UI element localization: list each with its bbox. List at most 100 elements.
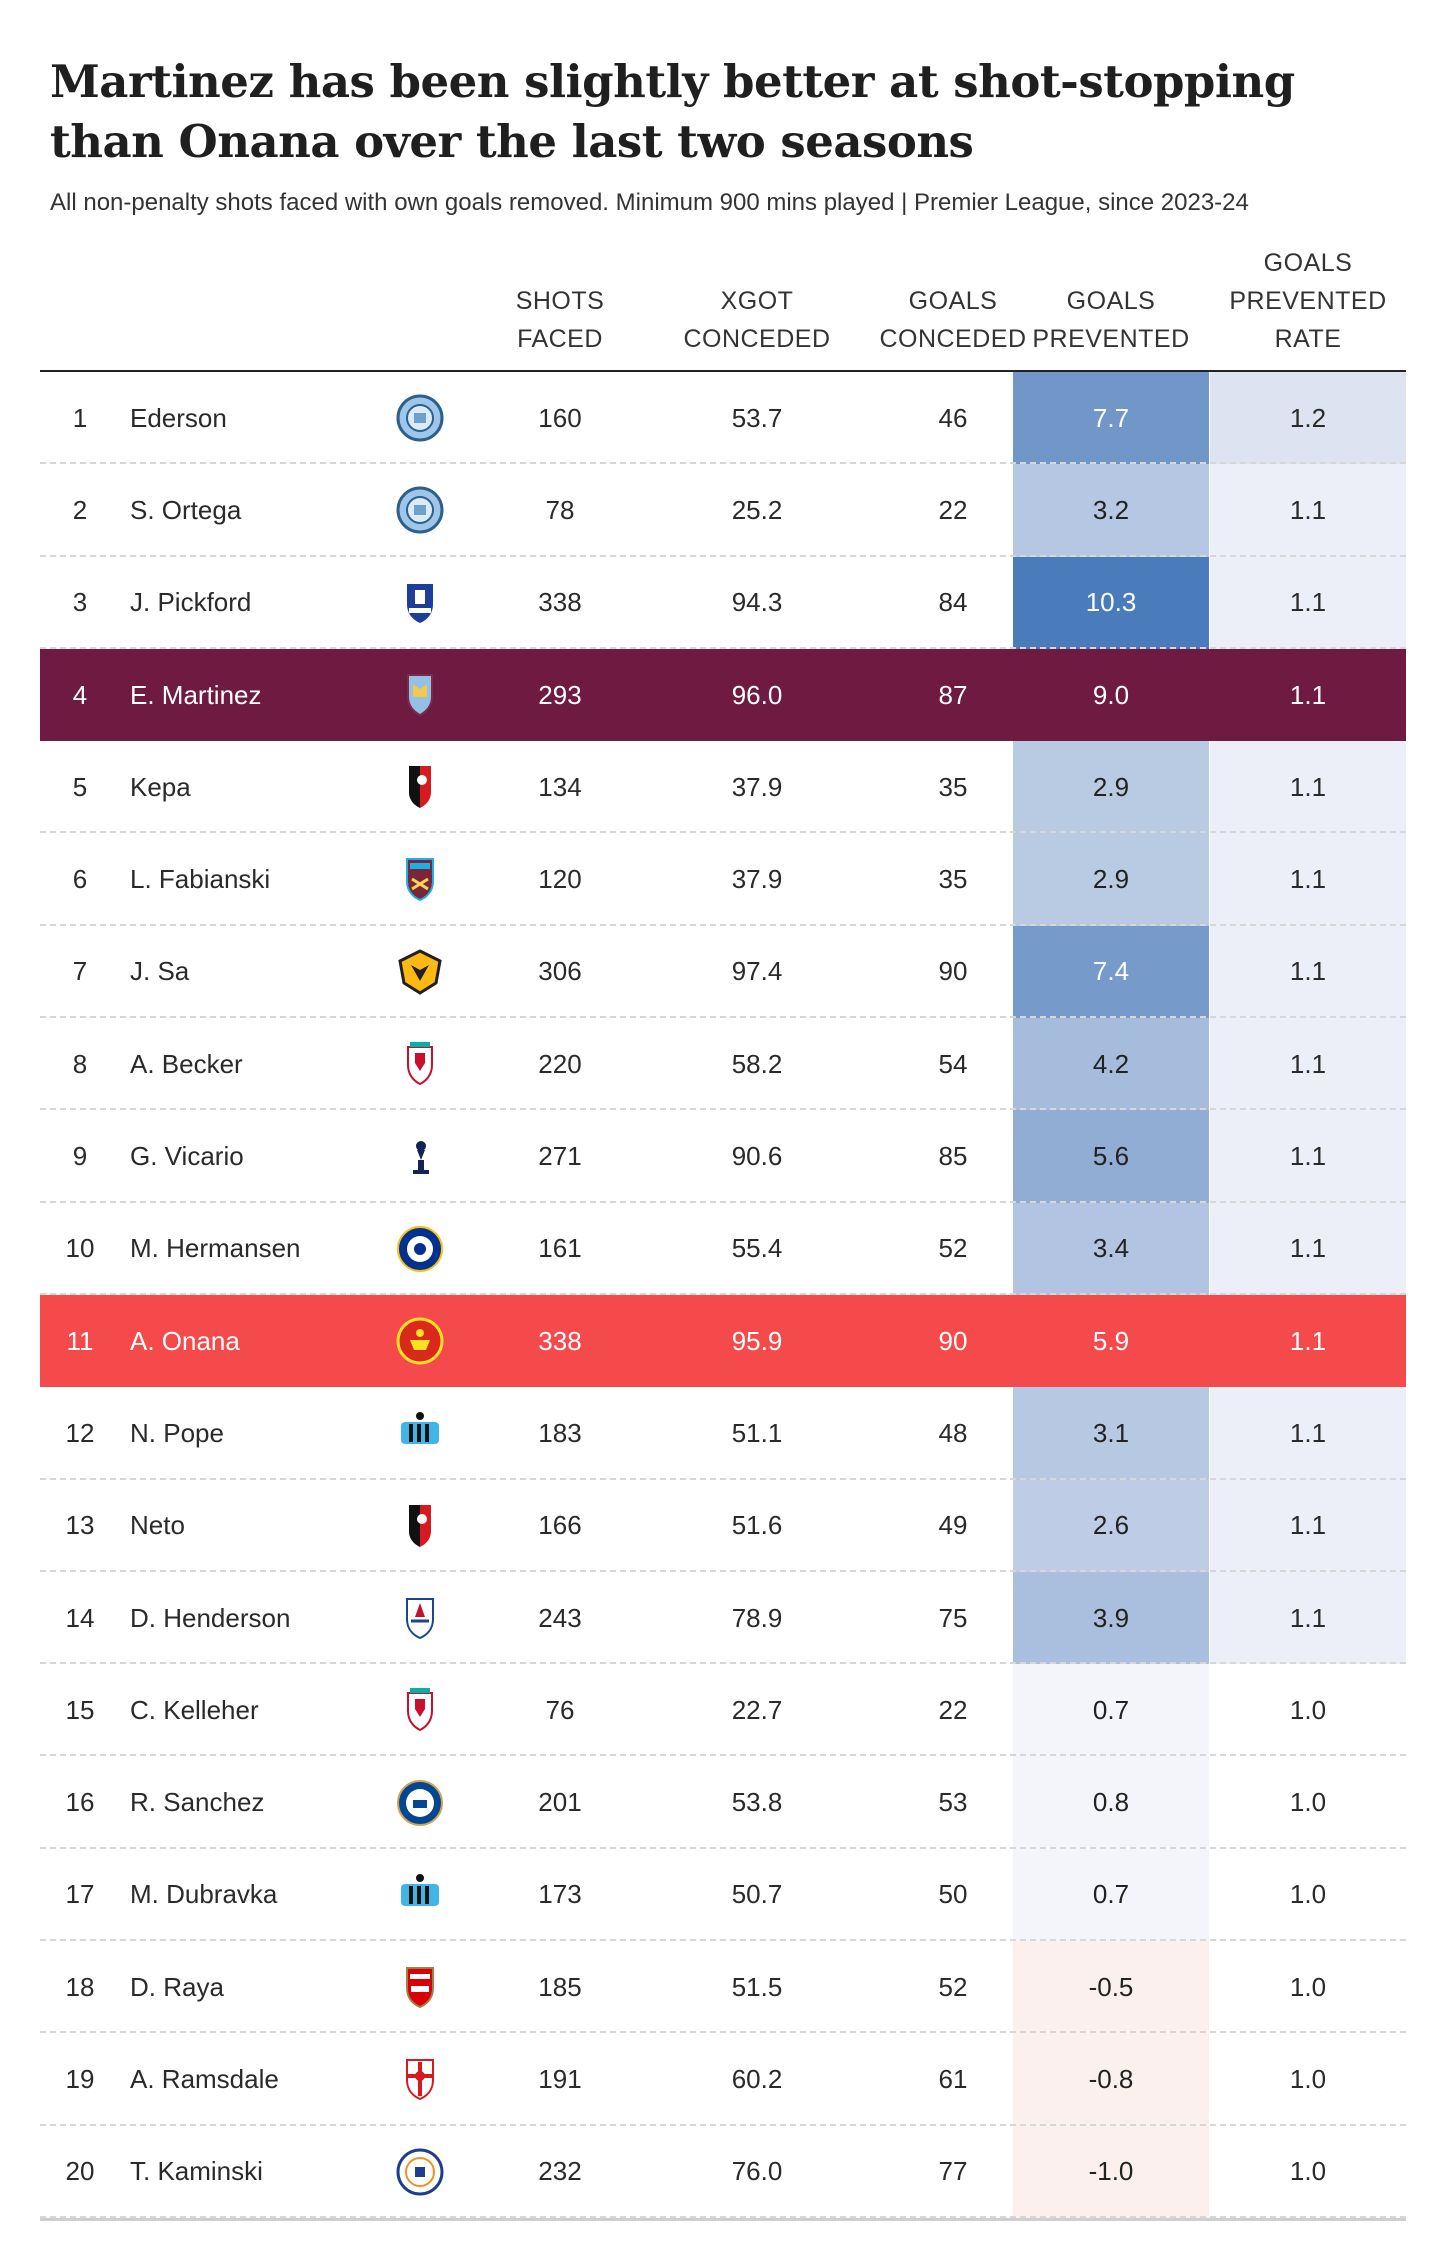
aston-villa-badge-icon xyxy=(407,674,433,717)
header-xgot-conceded: XGOT CONCEDED xyxy=(683,287,831,353)
goals-conceded-cell: 50 xyxy=(938,1879,968,1910)
xgot-conceded-cell: 53.8 xyxy=(731,1787,783,1818)
rank-cell: 6 xyxy=(72,864,88,895)
goals-conceded-cell: 48 xyxy=(938,1417,968,1448)
goals-conceded-cell: 22 xyxy=(938,1694,968,1725)
table-body: 1 Ederson 160 53.7 46 7.7 1.2 2 S. Ortega 78 25.2 2… xyxy=(40,372,1406,2218)
row-divider xyxy=(40,1754,1406,1757)
club-badge-cell xyxy=(350,1295,490,1387)
rank-cell: 9 xyxy=(72,1141,88,1172)
goals-prevented-cell: 2.9 xyxy=(1013,833,1209,926)
club-badge-cell xyxy=(350,1664,490,1756)
xgot-conceded-cell: 96.0 xyxy=(731,679,783,710)
goals-prevented-cell: 2.6 xyxy=(1013,1479,1209,1572)
table-row: 7 J. Sa 306 97.4 90 7.4 1.1 xyxy=(40,925,1406,1019)
goals-prevented-cell: 5.6 xyxy=(1013,1110,1209,1203)
player-name-cell: G. Vicario xyxy=(130,1141,244,1172)
xgot-conceded-cell: 76.0 xyxy=(731,2156,783,2187)
shots-faced-cell: 161 xyxy=(538,1233,582,1264)
row-divider xyxy=(40,1846,1406,1849)
goals-prevented-rate-cell: 1.1 xyxy=(1210,925,1406,1019)
row-divider xyxy=(40,1200,1406,1203)
man-united-badge-icon xyxy=(396,1317,444,1365)
newcastle-badge-icon xyxy=(401,1873,439,1906)
row-divider xyxy=(40,462,1406,465)
xgot-conceded-cell: 51.1 xyxy=(731,1417,783,1448)
goals-conceded-cell: 75 xyxy=(938,1602,968,1633)
rank-cell: 4 xyxy=(72,679,88,710)
rank-cell: 14 xyxy=(65,1602,95,1633)
table-row: 20 T. Kaminski 232 76.0 77 -1.0 1.0 xyxy=(40,2125,1406,2218)
shots-faced-cell: 293 xyxy=(538,679,582,710)
shots-faced-cell: 338 xyxy=(538,1325,582,1356)
row-divider xyxy=(40,1662,1406,1665)
goals-prevented-rate-cell: 1.1 xyxy=(1210,1202,1406,1295)
goals-prevented-cell: 3.9 xyxy=(1013,1571,1209,1665)
man-city-badge-icon xyxy=(396,394,444,442)
table-row: 15 C. Kelleher 76 22.7 22 0.7 1.0 xyxy=(40,1664,1406,1757)
club-badge-cell xyxy=(350,1756,490,1848)
man-city-badge-icon xyxy=(396,486,444,534)
xgot-conceded-cell: 55.4 xyxy=(731,1233,783,1264)
player-name-cell: L. Fabianski xyxy=(130,864,271,895)
shots-faced-cell: 78 xyxy=(545,494,575,525)
club-badge-cell xyxy=(350,2126,490,2218)
goals-prevented-rate-cell: 1.2 xyxy=(1210,372,1406,465)
shots-faced-cell: 166 xyxy=(538,1510,582,1541)
chelsea-badge-icon xyxy=(397,1779,443,1826)
table-row: 5 Kepa 134 37.9 35 2.9 1.1 xyxy=(40,741,1406,834)
table-header: SHOTS FACED XGOT CONCEDED GOALS CONCEDED… xyxy=(40,240,1406,372)
club-badge-cell xyxy=(350,464,490,556)
table-row: 11 A. Onana 338 95.9 90 5.9 1.1 xyxy=(40,1294,1406,1388)
xgot-conceded-cell: 37.9 xyxy=(731,864,783,895)
xgot-conceded-cell: 50.7 xyxy=(731,1879,783,1910)
table-row: 19 A. Ramsdale 191 60.2 61 -0.8 1.0 xyxy=(40,2033,1406,2126)
club-badge-cell xyxy=(350,2033,490,2125)
row-divider xyxy=(40,2123,1406,2126)
goals-prevented-rate-cell: 1.0 xyxy=(1210,1848,1406,1942)
arsenal-badge-icon xyxy=(406,1967,434,2009)
goals-prevented-cell: 3.4 xyxy=(1013,1202,1209,1295)
rank-cell: 11 xyxy=(66,1325,94,1356)
leicester-badge-icon xyxy=(397,1225,443,1272)
goals-conceded-cell: 90 xyxy=(938,1325,968,1356)
table-row: 9 G. Vicario 271 90.6 85 5.6 1.1 xyxy=(40,1110,1406,1203)
goals-prevented-rate-cell: 1.0 xyxy=(1210,1664,1406,1757)
rank-cell: 2 xyxy=(72,494,88,525)
row-divider xyxy=(40,831,1406,834)
luton-badge-icon xyxy=(396,2148,444,2196)
shots-faced-cell: 120 xyxy=(538,864,582,895)
goals-prevented-cell: 0.7 xyxy=(1013,1848,1209,1942)
tottenham-badge-icon xyxy=(413,1140,429,1174)
goals-prevented-rate-cell: 1.1 xyxy=(1210,1018,1406,1111)
player-name-cell: A. Onana xyxy=(130,1325,240,1356)
rank-cell: 12 xyxy=(65,1417,95,1448)
goals-conceded-cell: 46 xyxy=(938,402,968,433)
player-name-cell: M. Hermansen xyxy=(130,1233,301,1264)
club-badge-cell xyxy=(350,833,490,925)
liverpool-badge-icon xyxy=(407,1042,433,1086)
player-name-cell: N. Pope xyxy=(130,1417,224,1448)
table-row: 16 R. Sanchez 201 53.8 53 0.8 1.0 xyxy=(40,1756,1406,1849)
row-divider xyxy=(40,2215,1406,2218)
goals-prevented-cell: -0.5 xyxy=(1013,1941,1209,2034)
club-badge-cell xyxy=(350,1849,490,1941)
club-badge-cell xyxy=(350,372,490,464)
player-name-cell: S. Ortega xyxy=(130,494,242,525)
shots-faced-cell: 185 xyxy=(538,1971,582,2002)
table-row: 1 Ederson 160 53.7 46 7.7 1.2 xyxy=(40,372,1406,465)
row-divider xyxy=(40,1016,1406,1019)
goals-conceded-cell: 61 xyxy=(938,2063,968,2094)
xgot-conceded-cell: 58.2 xyxy=(731,1048,783,1079)
goals-prevented-rate-cell: 1.1 xyxy=(1210,1479,1406,1572)
rank-cell: 15 xyxy=(65,1694,95,1725)
goals-conceded-cell: 22 xyxy=(938,494,968,525)
xgot-conceded-cell: 51.6 xyxy=(731,1510,783,1541)
goals-conceded-cell: 52 xyxy=(938,1233,968,1264)
bournemouth-badge-icon xyxy=(409,1504,431,1547)
row-divider xyxy=(40,554,1406,557)
rank-cell: 17 xyxy=(65,1879,95,1910)
player-name-cell: E. Martinez xyxy=(130,679,262,710)
rank-cell: 16 xyxy=(65,1787,95,1818)
shots-faced-cell: 173 xyxy=(538,1879,582,1910)
